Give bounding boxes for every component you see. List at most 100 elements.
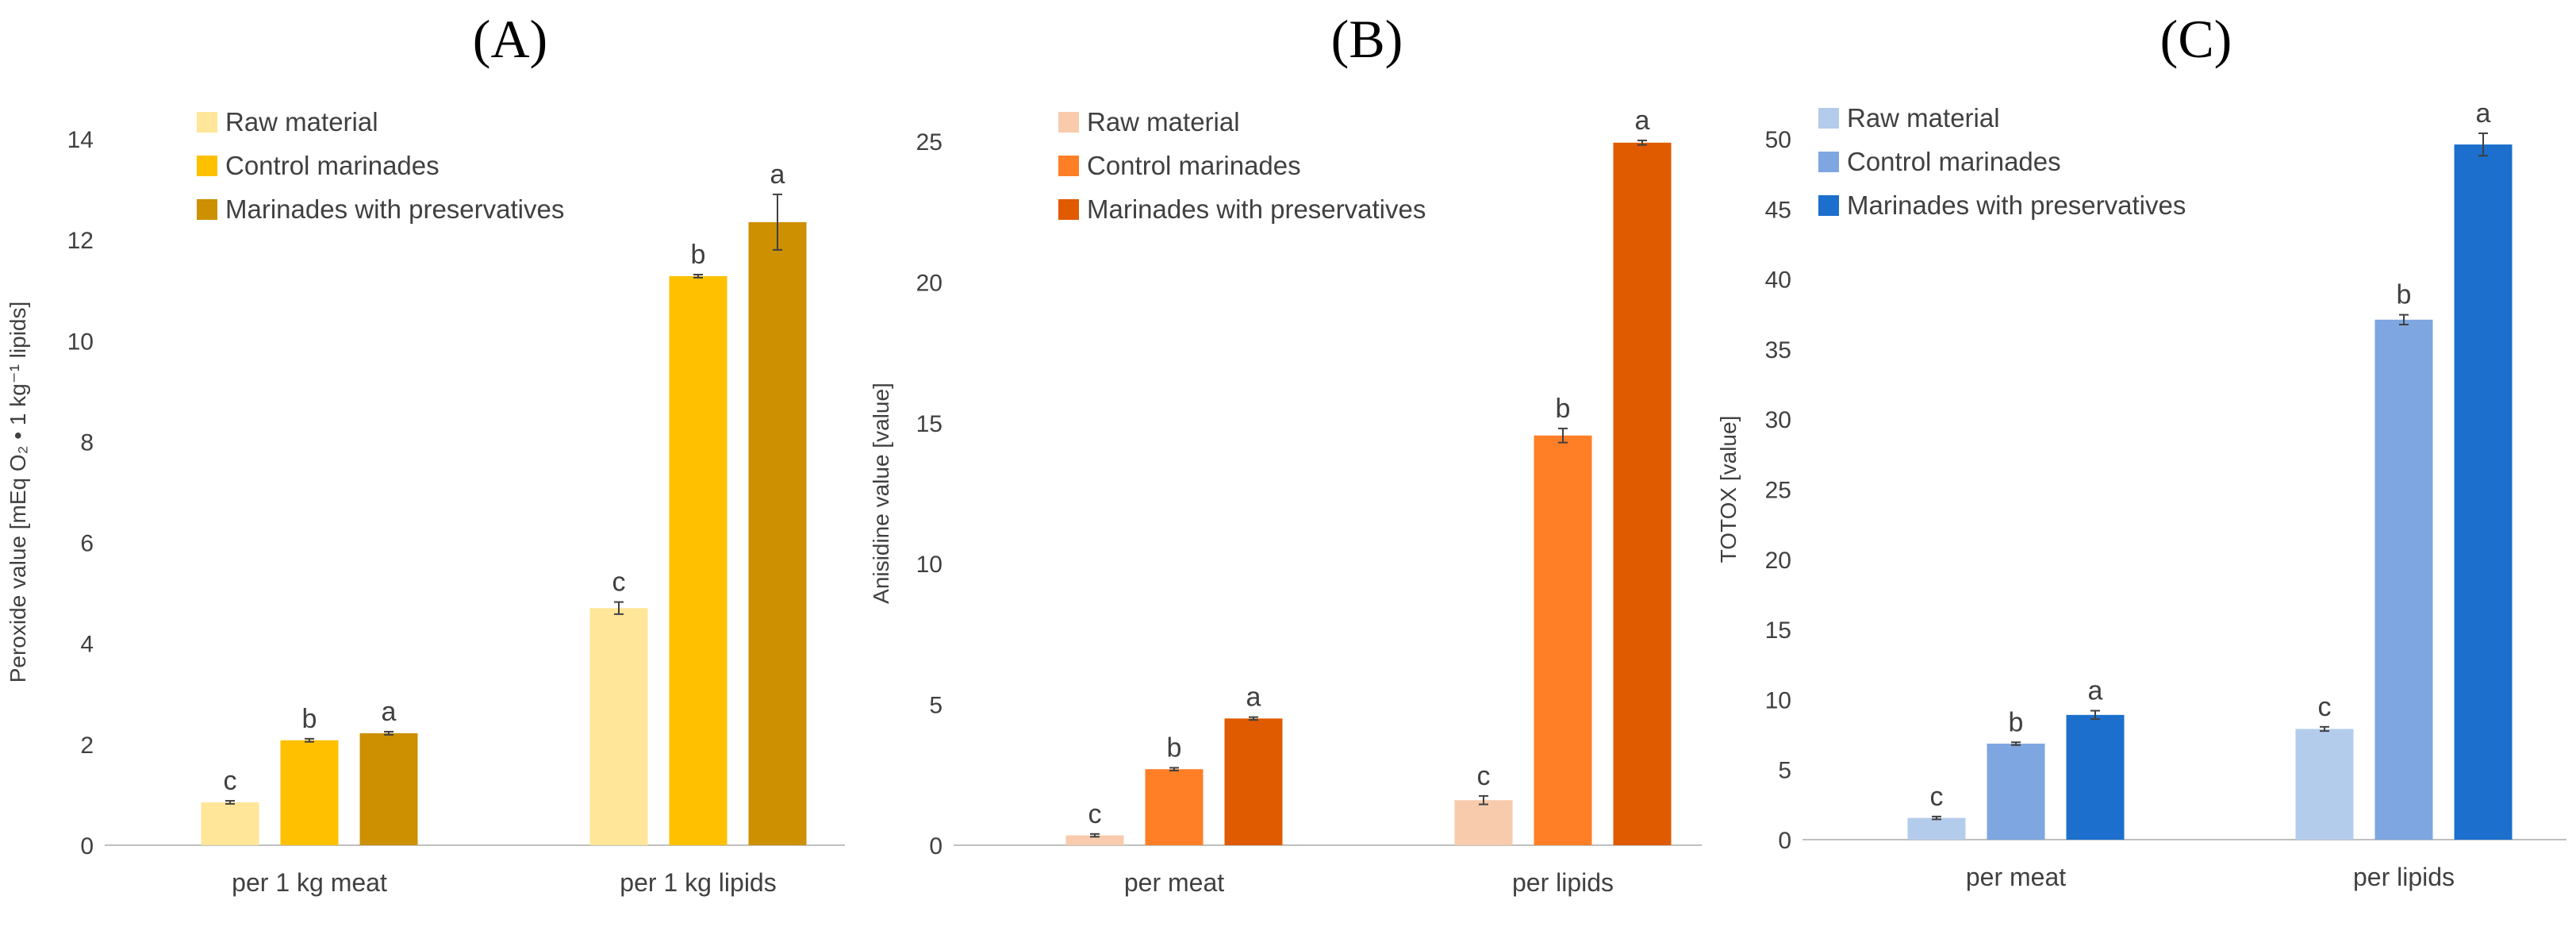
bar bbox=[2066, 714, 2125, 840]
bar bbox=[280, 740, 339, 845]
significance-label: b bbox=[691, 240, 706, 270]
error-bar bbox=[2399, 313, 2409, 325]
bar bbox=[1145, 769, 1204, 845]
significance-label: c bbox=[1930, 782, 1944, 812]
error-bar bbox=[2320, 725, 2329, 733]
y-tick-label: 20 bbox=[1765, 548, 1791, 574]
y-tick-label: 25 bbox=[1765, 478, 1791, 504]
legend-swatch bbox=[1818, 195, 1839, 216]
significance-label: c bbox=[1088, 799, 1102, 829]
bar bbox=[1065, 835, 1124, 845]
bar bbox=[1534, 435, 1592, 845]
error-bar bbox=[225, 800, 235, 805]
chart-panel-b: (B) Anisidine value [value] 0 5 10 15 20 25 c b a p… bbox=[857, 0, 1714, 946]
error-bar bbox=[1932, 815, 1941, 821]
y-tick-label: 0 bbox=[80, 833, 94, 859]
legend-swatch bbox=[1058, 199, 1079, 220]
legend: Raw material Control marinades Marinades w… bbox=[1058, 107, 1426, 224]
legend-swatch bbox=[197, 112, 217, 133]
legend-label: Control marinades bbox=[225, 151, 440, 180]
error-bar bbox=[1249, 716, 1258, 721]
chart-panel-a: (A) Peroxide value [mEq O₂ • 1 kg⁻¹ lipid… bbox=[0, 0, 857, 946]
chart-title: (B) bbox=[1331, 9, 1403, 69]
legend-label: Marinades with preservatives bbox=[1847, 190, 2186, 220]
significance-label: b bbox=[2009, 707, 2024, 737]
legend: Raw material Control marinades Marinades w… bbox=[197, 107, 564, 224]
bar bbox=[1454, 800, 1513, 845]
bar bbox=[669, 275, 727, 845]
bar bbox=[1987, 744, 2045, 840]
error-bar bbox=[305, 737, 314, 743]
significance-label: b bbox=[1556, 394, 1571, 424]
y-tick-label: 8 bbox=[80, 429, 94, 456]
x-category-label: per 1 kg meat bbox=[232, 868, 387, 897]
error-bar bbox=[1090, 833, 1100, 838]
bar bbox=[1224, 718, 1283, 845]
y-tick-label: 40 bbox=[1765, 267, 1791, 294]
y-tick-label: 35 bbox=[1765, 337, 1791, 363]
error-bar bbox=[1169, 767, 1179, 771]
legend-label: Control marinades bbox=[1087, 151, 1301, 180]
significance-label: b bbox=[1167, 733, 1182, 763]
x-category-label: per lipids bbox=[1512, 868, 1614, 897]
significance-label: a bbox=[1246, 683, 1261, 713]
bar bbox=[359, 733, 418, 845]
bar bbox=[2374, 319, 2433, 840]
significance-label: a bbox=[382, 697, 397, 727]
error-bar bbox=[693, 274, 703, 279]
y-tick-label: 0 bbox=[1778, 828, 1791, 854]
bar bbox=[1907, 817, 1966, 840]
y-tick-label: 10 bbox=[67, 329, 94, 355]
y-axis-label: TOTOX [value] bbox=[1716, 416, 1741, 563]
legend-swatch bbox=[1818, 152, 1839, 172]
legend-label: Marinades with preservatives bbox=[225, 194, 564, 224]
legend: Raw material Control marinades Marinades w… bbox=[1818, 103, 2186, 220]
bar bbox=[201, 802, 259, 845]
chart-panel-c: (C) TOTOX [value] 0 5 10 15 20 25 30 35 40 45 50 c b a p… bbox=[1714, 0, 2576, 946]
chart-title: (C) bbox=[2160, 9, 2232, 69]
bar bbox=[2454, 144, 2513, 840]
bar bbox=[1613, 142, 1672, 846]
error-bar bbox=[2090, 710, 2100, 721]
legend-label: Marinades with preservatives bbox=[1087, 194, 1426, 224]
legend-label: Raw material bbox=[1087, 107, 1240, 137]
error-bar bbox=[1479, 794, 1488, 806]
significance-label: a bbox=[770, 160, 785, 190]
chart-title: (A) bbox=[473, 9, 547, 69]
x-category-label: per meat bbox=[1966, 863, 2066, 891]
x-category-label: per meat bbox=[1124, 868, 1224, 897]
y-tick-label: 15 bbox=[916, 411, 942, 437]
error-bar bbox=[2011, 741, 2021, 746]
legend-label: Raw material bbox=[1847, 103, 2000, 133]
y-tick-label: 4 bbox=[80, 632, 94, 658]
y-tick-label: 45 bbox=[1765, 197, 1791, 223]
chart-a-svg: (A) Peroxide value [mEq O₂ • 1 kg⁻¹ lipid… bbox=[6, 9, 845, 897]
y-tick-label: 20 bbox=[916, 270, 942, 296]
error-bar bbox=[384, 730, 394, 736]
y-tick-label: 15 bbox=[1765, 617, 1791, 644]
significance-label: c bbox=[224, 766, 237, 796]
bar bbox=[589, 608, 648, 845]
bar bbox=[2295, 729, 2354, 840]
legend-swatch bbox=[197, 199, 217, 220]
y-tick-label: 30 bbox=[1765, 407, 1791, 433]
y-tick-label: 12 bbox=[67, 228, 94, 254]
y-axis-label: Peroxide value [mEq O₂ • 1 kg⁻¹ lipids] bbox=[6, 302, 30, 683]
significance-label: a bbox=[1635, 106, 1650, 136]
y-tick-label: 5 bbox=[929, 693, 942, 719]
y-tick-label: 25 bbox=[916, 129, 942, 156]
significance-label: c bbox=[612, 567, 626, 598]
significance-label: a bbox=[2088, 676, 2103, 706]
y-tick-label: 0 bbox=[929, 833, 942, 859]
y-tick-label: 5 bbox=[1778, 758, 1791, 784]
x-category-label: per lipids bbox=[2353, 863, 2455, 891]
y-tick-label: 14 bbox=[67, 127, 94, 153]
significance-label: b bbox=[2397, 280, 2412, 310]
legend-swatch bbox=[1058, 112, 1079, 133]
error-bar bbox=[1558, 427, 1568, 444]
x-category-label: per 1 kg lipids bbox=[620, 868, 776, 897]
y-tick-label: 10 bbox=[916, 552, 942, 578]
y-axis-label: Anisidine value [value] bbox=[869, 383, 893, 604]
legend-label: Raw material bbox=[225, 107, 378, 137]
chart-c-svg: (C) TOTOX [value] 0 5 10 15 20 25 30 35 40 45 50 c b a p… bbox=[1716, 9, 2566, 891]
